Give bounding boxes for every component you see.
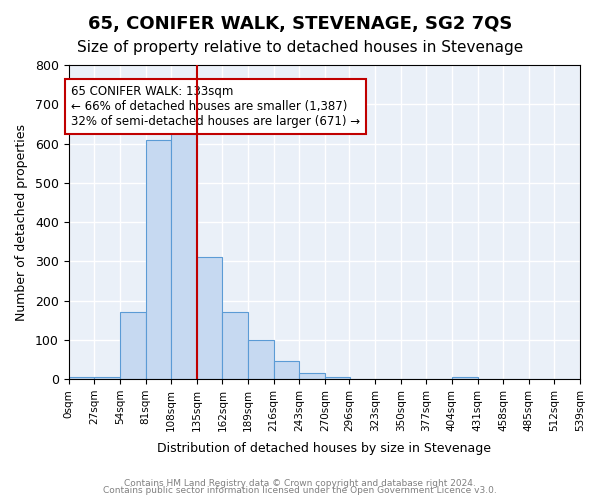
Text: Contains HM Land Registry data © Crown copyright and database right 2024.: Contains HM Land Registry data © Crown c… [124, 478, 476, 488]
Bar [94, 377, 120, 379]
Bar [325, 377, 350, 379]
Text: Size of property relative to detached houses in Stevenage: Size of property relative to detached ho… [77, 40, 523, 55]
Text: 65 CONIFER WALK: 133sqm
← 66% of detached houses are smaller (1,387)
32% of semi: 65 CONIFER WALK: 133sqm ← 66% of detache… [71, 84, 359, 128]
Bar [120, 312, 146, 379]
X-axis label: Distribution of detached houses by size in Stevenage: Distribution of detached houses by size … [157, 442, 491, 455]
Y-axis label: Number of detached properties: Number of detached properties [15, 124, 28, 320]
Bar [223, 312, 248, 379]
Bar [274, 362, 299, 379]
Bar [248, 340, 274, 379]
Bar [171, 124, 197, 379]
Bar [197, 258, 223, 379]
Bar [146, 140, 171, 379]
Bar [299, 373, 325, 379]
Bar [68, 377, 94, 379]
Text: 65, CONIFER WALK, STEVENAGE, SG2 7QS: 65, CONIFER WALK, STEVENAGE, SG2 7QS [88, 15, 512, 33]
Bar [452, 377, 478, 379]
Text: Contains public sector information licensed under the Open Government Licence v3: Contains public sector information licen… [103, 486, 497, 495]
